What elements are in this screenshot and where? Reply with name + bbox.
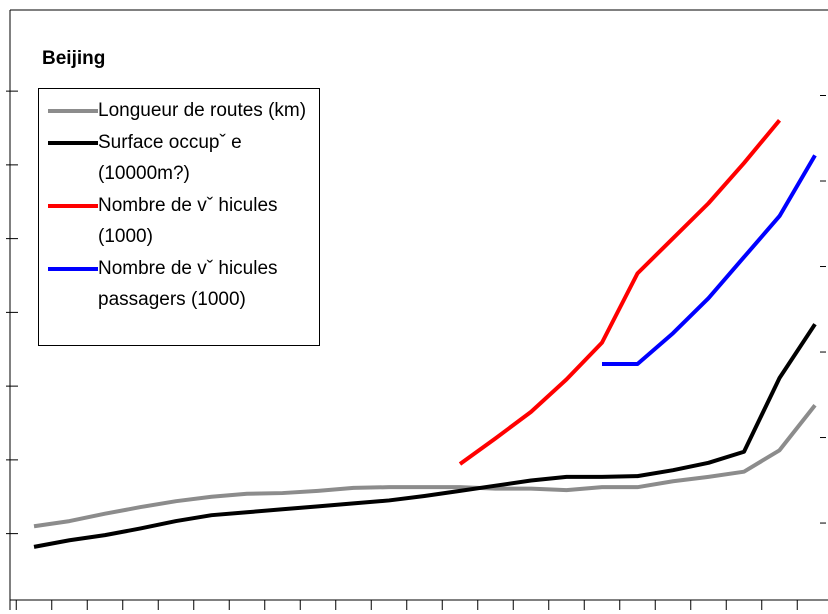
chart-title: Beijing bbox=[42, 48, 106, 69]
legend-swatch bbox=[48, 190, 98, 222]
series-line bbox=[602, 154, 817, 366]
series-line bbox=[33, 404, 817, 529]
legend-line bbox=[48, 266, 98, 271]
legend-swatch bbox=[48, 95, 98, 127]
legend-item: Surface occupˇ e (10000m?) bbox=[39, 127, 319, 190]
legend-line bbox=[48, 140, 98, 145]
series-line bbox=[33, 323, 817, 549]
legend-line bbox=[48, 109, 98, 113]
legend-label: Longueur de routes (km) bbox=[98, 100, 307, 121]
legend: Longueur de routes (km) Surface occupˇ e … bbox=[38, 88, 320, 346]
legend-label: Nombre de vˇ hicules passagers (1000) bbox=[98, 257, 278, 311]
legend-label: Nombre de vˇ hicules (1000) bbox=[98, 194, 278, 248]
series-line bbox=[458, 119, 782, 466]
legend-swatch bbox=[48, 127, 98, 159]
legend-line bbox=[48, 203, 98, 208]
legend-item: Longueur de routes (km) bbox=[39, 95, 319, 127]
legend-item: Nombre de vˇ hicules passagers (1000) bbox=[39, 253, 319, 316]
legend-swatch bbox=[48, 253, 98, 285]
legend-label: Surface occupˇ e (10000m?) bbox=[98, 131, 242, 185]
legend-item: Nombre de vˇ hicules (1000) bbox=[39, 190, 319, 253]
